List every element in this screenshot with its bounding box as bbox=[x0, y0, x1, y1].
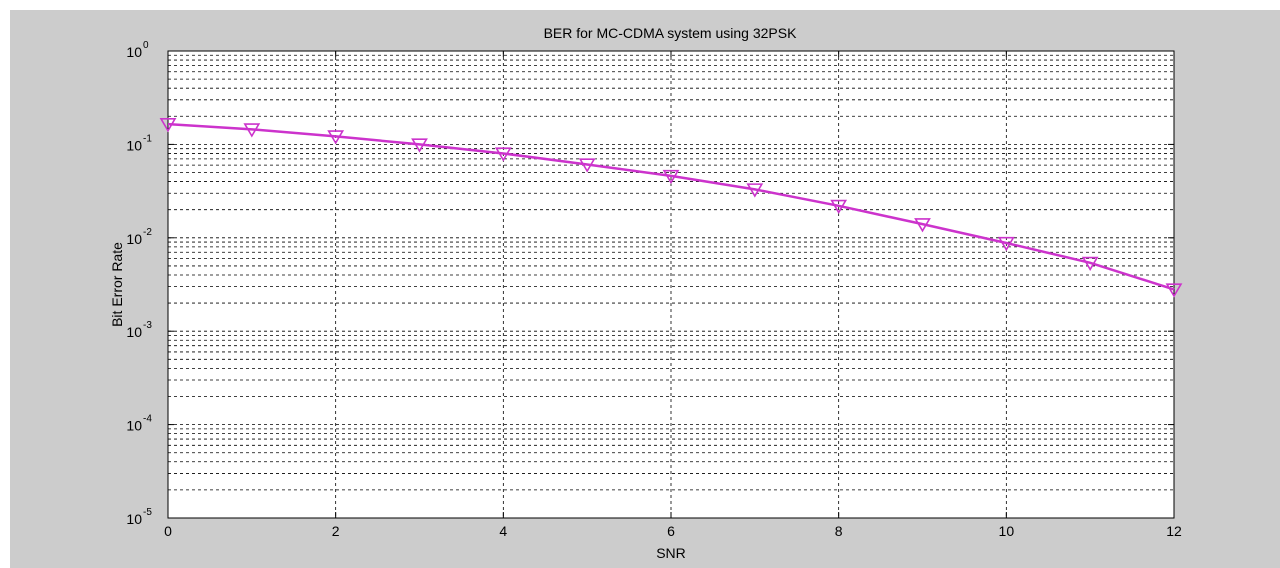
data-point-marker bbox=[830, 199, 848, 215]
series-line bbox=[167, 122, 1175, 291]
x-tick-label: 2 bbox=[332, 523, 340, 539]
x-axis-label: SNR bbox=[656, 545, 686, 561]
data-point-marker bbox=[662, 169, 680, 185]
data-point-marker bbox=[411, 138, 428, 153]
y-tick-label: 10 bbox=[126, 324, 142, 340]
data-point-marker bbox=[243, 123, 261, 138]
y-tick-label: 10 bbox=[126, 418, 142, 434]
y-tick-label: 10 bbox=[126, 137, 142, 153]
data-point-marker bbox=[1081, 256, 1099, 272]
data-point-marker bbox=[997, 236, 1015, 252]
chart-canvas: BER for MC-CDMA system using 32PSK 0 2 4 6 8… bbox=[109, 25, 1183, 561]
x-tick-label: 10 bbox=[999, 523, 1015, 539]
y-tick-label: 10 bbox=[126, 231, 142, 247]
y-tick-label: 10 bbox=[126, 511, 142, 527]
data-point-marker bbox=[494, 147, 512, 162]
y-tick-exponent: -3 bbox=[143, 320, 152, 331]
data-point-marker bbox=[578, 158, 596, 173]
x-tick-label: 8 bbox=[835, 523, 843, 539]
y-tick-label: 10 bbox=[126, 44, 142, 60]
data-point-marker bbox=[327, 130, 345, 145]
y-tick-exponent: -4 bbox=[143, 414, 152, 425]
x-tick-label: 0 bbox=[164, 523, 172, 539]
x-tick-label: 6 bbox=[667, 523, 675, 539]
data-point-marker bbox=[746, 183, 764, 198]
y-tick-exponent: -5 bbox=[143, 507, 152, 518]
data-point-marker bbox=[159, 118, 177, 133]
figure-window: BER for MC-CDMA system using 32PSK 0 2 4 6 8… bbox=[10, 10, 1280, 568]
chart-title: BER for MC-CDMA system using 32PSK bbox=[544, 25, 798, 41]
data-series bbox=[159, 118, 1183, 298]
plot-area bbox=[167, 50, 1175, 519]
y-tick-exponent: -1 bbox=[143, 133, 152, 144]
data-point-marker bbox=[1165, 283, 1183, 298]
x-tick-label: 4 bbox=[499, 523, 507, 539]
x-tick-label: 12 bbox=[1166, 523, 1182, 539]
y-tick-exponent: 0 bbox=[143, 40, 149, 51]
y-tick-exponent: -2 bbox=[143, 227, 152, 238]
y-axis-label: Bit Error Rate bbox=[109, 242, 125, 327]
data-point-marker bbox=[914, 218, 931, 233]
